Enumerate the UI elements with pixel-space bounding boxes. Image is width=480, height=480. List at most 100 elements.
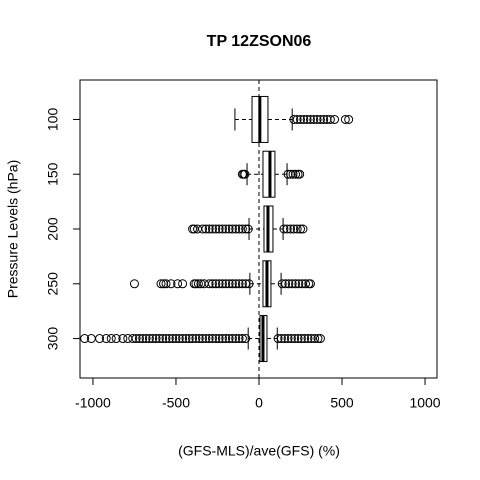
outlier (134, 334, 144, 344)
outlier (231, 224, 241, 234)
outlier (291, 279, 301, 289)
outlier (227, 224, 237, 234)
outlier (234, 224, 244, 234)
outlier (227, 279, 237, 289)
outlier (138, 334, 148, 344)
outlier (194, 334, 204, 344)
x-axis-label: (GFS-MLS)/ave(GFS) (%) (178, 443, 340, 459)
outlier (224, 224, 234, 234)
outlier (340, 114, 350, 124)
outlier (315, 114, 325, 124)
outlier (118, 334, 128, 344)
outlier (231, 334, 241, 344)
outlier (168, 334, 178, 344)
chart-title: TP 12ZSON06 (207, 33, 312, 50)
outlier (287, 279, 297, 289)
outlier (296, 114, 306, 124)
y-tick-label: 150 (45, 162, 61, 186)
outlier (296, 224, 306, 234)
outlier (290, 334, 300, 344)
outlier (294, 279, 304, 289)
outlier (214, 279, 224, 289)
outlier (198, 334, 208, 344)
outlier (292, 114, 302, 124)
outlier (193, 279, 203, 289)
outlier (234, 279, 244, 289)
outlier (211, 224, 221, 234)
outlier (174, 334, 184, 344)
outlier (191, 334, 201, 344)
outlier (283, 334, 293, 344)
x-tick-label: 500 (330, 395, 354, 411)
outlier (198, 224, 208, 234)
outlier (295, 169, 305, 179)
outlier (217, 279, 227, 289)
outlier (305, 279, 315, 289)
outlier (319, 114, 329, 124)
outlier (237, 334, 247, 344)
outlier (227, 334, 237, 344)
outlier (288, 169, 298, 179)
outlier (289, 224, 299, 234)
outlier (322, 114, 332, 124)
outlier (237, 279, 247, 289)
outlier (184, 334, 194, 344)
outlier (298, 224, 308, 234)
outlier (224, 279, 234, 289)
outlier (131, 334, 141, 344)
outlier (292, 224, 302, 234)
outlier (221, 279, 231, 289)
outlier (280, 334, 290, 344)
outlier (291, 169, 301, 179)
outlier (154, 334, 164, 344)
outlier (159, 279, 169, 289)
outlier (305, 114, 315, 124)
outlier (214, 224, 224, 234)
outlier (204, 334, 214, 344)
outlier (279, 224, 289, 234)
outlier (286, 169, 296, 179)
y-tick-label: 100 (45, 108, 61, 132)
y-tick-label: 300 (45, 327, 61, 351)
outlier (300, 334, 310, 344)
outlier (208, 279, 218, 289)
x-tick-label: -500 (162, 395, 190, 411)
outlier (204, 279, 214, 289)
outlier (188, 334, 198, 344)
outlier (312, 114, 322, 124)
x-tick-label: 0 (255, 395, 263, 411)
outlier (128, 334, 138, 344)
outlier (201, 334, 211, 344)
outlier (211, 279, 221, 289)
outlier (313, 334, 323, 344)
outlier (234, 334, 244, 344)
outlier (300, 279, 310, 289)
y-tick-label: 200 (45, 217, 61, 241)
outlier (284, 279, 294, 289)
outlier (171, 334, 181, 344)
outlier (156, 279, 166, 289)
outlier (293, 334, 303, 344)
outlier (178, 334, 188, 344)
outlier (106, 334, 116, 344)
outlier (158, 334, 168, 344)
outlier (101, 334, 111, 344)
outlier (231, 279, 241, 289)
outlier (296, 334, 306, 344)
outlier (173, 279, 183, 289)
outlier (286, 334, 296, 344)
x-tick-label: -1000 (75, 395, 111, 411)
y-tick-label: 250 (45, 272, 61, 296)
outlier (217, 334, 227, 344)
outlier (201, 224, 211, 234)
outlier (224, 334, 234, 344)
outlier (221, 224, 231, 234)
outlier (208, 224, 218, 234)
outlier (221, 334, 231, 344)
outlier (299, 114, 309, 124)
outlier (309, 114, 319, 124)
outlier (141, 334, 151, 344)
outlier (95, 334, 105, 344)
